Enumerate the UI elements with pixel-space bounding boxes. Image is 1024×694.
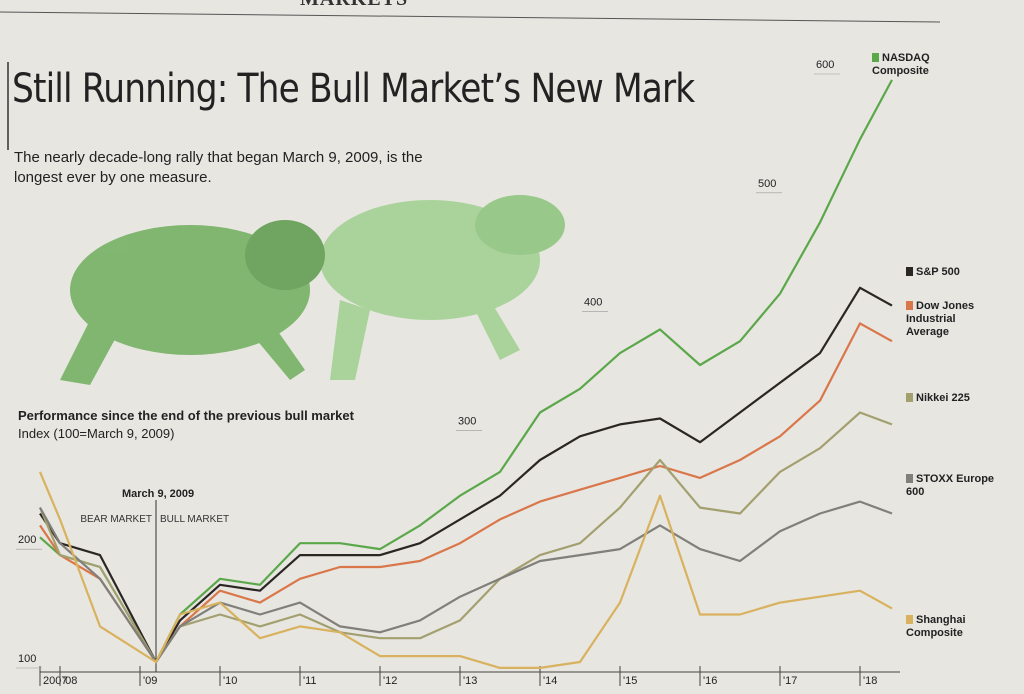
legend-label: Dow Jones Industrial Average xyxy=(906,300,975,338)
y-tick-label: 100 xyxy=(18,653,36,665)
annotation: March 9, 2009 xyxy=(122,488,194,500)
x-tick-label: '14 xyxy=(543,675,557,687)
legend-swatch xyxy=(906,393,913,402)
x-tick-label: '13 xyxy=(463,675,477,687)
x-tick-label: '16 xyxy=(703,675,717,687)
x-tick-label: '11 xyxy=(303,675,317,687)
legend-label: NASDAQ Composite xyxy=(872,52,930,77)
legend-entry: Shanghai Composite xyxy=(906,614,996,640)
legend-swatch xyxy=(872,53,879,62)
x-tick-label: '15 xyxy=(623,675,637,687)
legend-label: S&P 500 xyxy=(916,266,960,278)
legend-label: Shanghai Composite xyxy=(906,614,966,639)
legend-swatch xyxy=(906,267,913,276)
legend-entry: NASDAQ Composite xyxy=(872,52,962,78)
y-tick-label: 500 xyxy=(758,178,776,190)
legend-swatch xyxy=(906,301,913,310)
legend-swatch xyxy=(906,474,913,483)
series-line xyxy=(39,500,893,664)
legend-entry: Nikkei 225 xyxy=(906,392,996,405)
y-tick-label: 600 xyxy=(816,59,834,71)
legend-label: STOXX Europe 600 xyxy=(906,473,995,498)
bull-illustration xyxy=(60,195,565,385)
series-line xyxy=(39,286,893,664)
legend-label: Nikkei 225 xyxy=(916,392,970,404)
series-line xyxy=(38,471,893,669)
x-tick-label: '17 xyxy=(783,675,797,687)
y-tick-label: 300 xyxy=(458,415,476,427)
legend-entry: S&P 500 xyxy=(906,266,996,279)
x-tick-label: '18 xyxy=(863,675,877,687)
x-tick-label: '10 xyxy=(223,675,237,687)
legend-swatch xyxy=(906,615,913,624)
series-line xyxy=(38,411,893,664)
chart-subtitle: The nearly decade-long rally that began … xyxy=(14,149,423,186)
legend-entry: STOXX Europe 600 xyxy=(906,473,996,499)
y-tick-label: 400 xyxy=(584,297,602,309)
annotation: BULL MARKET xyxy=(160,514,229,525)
chart-title: Still Running: The Bull Market’s New Mar… xyxy=(12,66,695,112)
rule xyxy=(0,11,941,23)
chart-label: Performance since the end of the previou… xyxy=(18,408,354,423)
x-tick-label: 2007 xyxy=(43,675,67,687)
x-tick-label: '12 xyxy=(383,675,397,687)
legend-entry: Dow Jones Industrial Average xyxy=(906,300,996,339)
x-tick-label: '08 xyxy=(63,675,77,687)
y-tick-label: 200 xyxy=(18,534,36,546)
axis-label: Index (100=March 9, 2009) xyxy=(18,426,175,441)
annotation: BEAR MARKET xyxy=(80,514,152,525)
x-tick-label: '09 xyxy=(143,675,157,687)
